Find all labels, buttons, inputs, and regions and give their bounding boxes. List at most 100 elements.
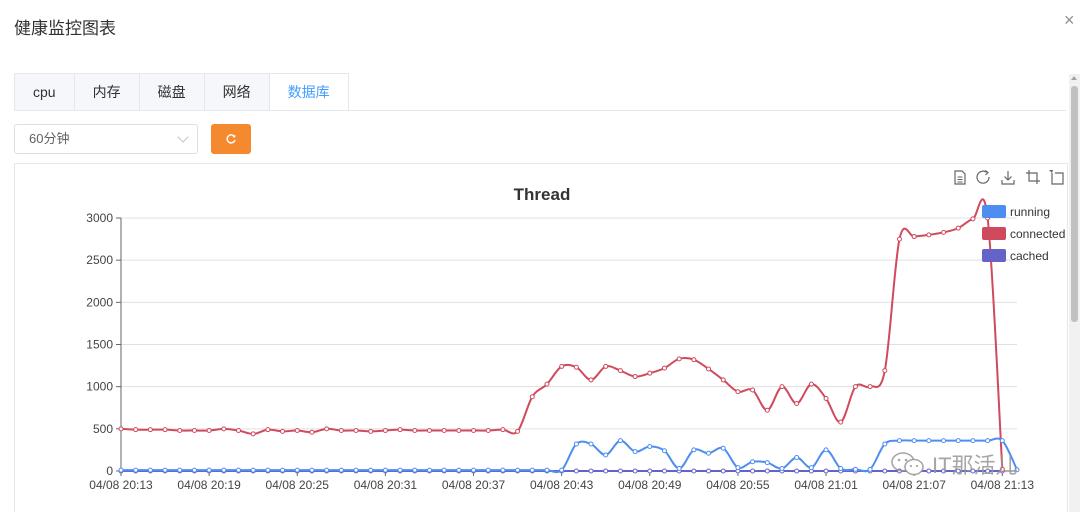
point-connected <box>735 389 741 395</box>
point-connected <box>500 427 506 433</box>
y-tick-label: 2500 <box>86 253 113 267</box>
point-connected <box>647 370 653 376</box>
point-connected <box>970 216 976 222</box>
watermark: IT那活儿 <box>890 448 1018 480</box>
tab-network[interactable]: 网络 <box>203 73 269 111</box>
point-running <box>559 467 565 473</box>
vertical-scrollbar[interactable] <box>1069 74 1080 512</box>
point-running <box>221 467 227 473</box>
point-connected <box>852 384 858 390</box>
close-icon[interactable]: × <box>1064 10 1075 30</box>
point-running <box>456 467 462 473</box>
point-connected <box>617 368 623 374</box>
point-connected <box>706 366 712 372</box>
y-tick-label: 3000 <box>86 211 113 225</box>
chart-toolbox <box>954 170 1064 185</box>
zoom-icon[interactable] <box>1026 170 1040 184</box>
point-running <box>338 467 344 473</box>
point-connected <box>867 384 873 390</box>
point-connected <box>162 427 168 433</box>
point-connected <box>750 387 756 393</box>
point-connected <box>412 428 418 434</box>
legend-swatch-cached <box>982 249 1006 262</box>
tab-memory[interactable]: 内存 <box>73 73 139 111</box>
point-running <box>280 467 286 473</box>
point-running <box>294 467 300 473</box>
thread-chart: Thread <box>86 170 1065 492</box>
point-connected <box>324 426 330 432</box>
point-running <box>588 441 594 447</box>
chart-panel: Thread <box>14 163 1068 512</box>
point-running <box>647 444 653 450</box>
point-cached <box>632 468 638 474</box>
legend-swatch-running <box>982 205 1006 218</box>
tab-database[interactable]: 数据库 <box>268 73 349 111</box>
point-connected <box>882 368 888 374</box>
scroll-up-icon[interactable] <box>1071 76 1077 80</box>
point-running <box>808 465 814 471</box>
tab-disk[interactable]: 磁盘 <box>138 73 204 111</box>
x-tick-label: 04/08 20:25 <box>266 478 330 492</box>
time-range-value: 60分钟 <box>29 131 70 146</box>
point-running <box>941 438 947 444</box>
point-connected <box>955 225 961 231</box>
point-cached <box>706 468 712 474</box>
point-connected <box>147 427 153 433</box>
point-running <box>397 467 403 473</box>
dialog-title: 健康监控图表 <box>14 19 116 38</box>
point-running <box>676 465 682 471</box>
chevron-down-icon <box>177 131 189 143</box>
point-running <box>661 448 667 454</box>
x-tick-label: 04/08 20:13 <box>89 478 153 492</box>
point-cached <box>955 468 961 474</box>
point-running <box>955 438 961 444</box>
point-cached <box>970 468 976 474</box>
restore-icon[interactable] <box>976 170 990 184</box>
x-tick-label: 04/08 21:07 <box>882 478 946 492</box>
data-view-icon[interactable] <box>954 170 966 185</box>
refresh-button[interactable] <box>211 124 251 154</box>
legend-label-cached: cached <box>1010 249 1049 263</box>
point-connected <box>353 428 359 434</box>
watermark-text: IT那活儿 <box>932 453 1018 478</box>
y-tick-label: 1000 <box>86 380 113 394</box>
zoom-reset-icon[interactable] <box>1049 170 1064 185</box>
scrollbar-thumb[interactable] <box>1071 86 1078 322</box>
point-running <box>823 447 829 453</box>
point-connected <box>632 374 638 380</box>
point-connected <box>426 428 432 434</box>
point-connected <box>573 364 579 370</box>
refresh-icon <box>226 134 236 144</box>
point-running <box>368 467 374 473</box>
point-running <box>162 467 168 473</box>
point-connected <box>559 363 565 369</box>
point-running <box>485 467 491 473</box>
point-running <box>911 438 917 444</box>
point-connected <box>691 357 697 363</box>
point-running <box>324 467 330 473</box>
point-running <box>353 467 359 473</box>
point-running <box>838 465 844 471</box>
x-tick-label: 04/08 20:31 <box>354 478 418 492</box>
point-running <box>133 467 139 473</box>
x-tick-label: 04/08 20:49 <box>618 478 682 492</box>
point-running <box>265 467 271 473</box>
x-tick-label: 04/08 20:55 <box>706 478 770 492</box>
time-range-select[interactable]: 60分钟 <box>14 124 198 154</box>
point-connected <box>838 419 844 425</box>
point-connected <box>661 365 667 371</box>
download-icon[interactable] <box>1001 171 1015 185</box>
point-connected <box>896 236 902 242</box>
x-tick-label: 04/08 20:37 <box>442 478 506 492</box>
point-connected <box>338 428 344 434</box>
point-connected <box>764 407 770 413</box>
point-cached <box>941 468 947 474</box>
point-running <box>867 466 873 472</box>
tab-cpu[interactable]: cpu <box>14 73 74 111</box>
point-running <box>177 467 183 473</box>
point-running <box>882 441 888 447</box>
point-cached <box>720 468 726 474</box>
point-running <box>603 452 609 458</box>
y-tick-label: 0 <box>106 464 113 478</box>
y-tick-label: 2000 <box>86 295 113 309</box>
